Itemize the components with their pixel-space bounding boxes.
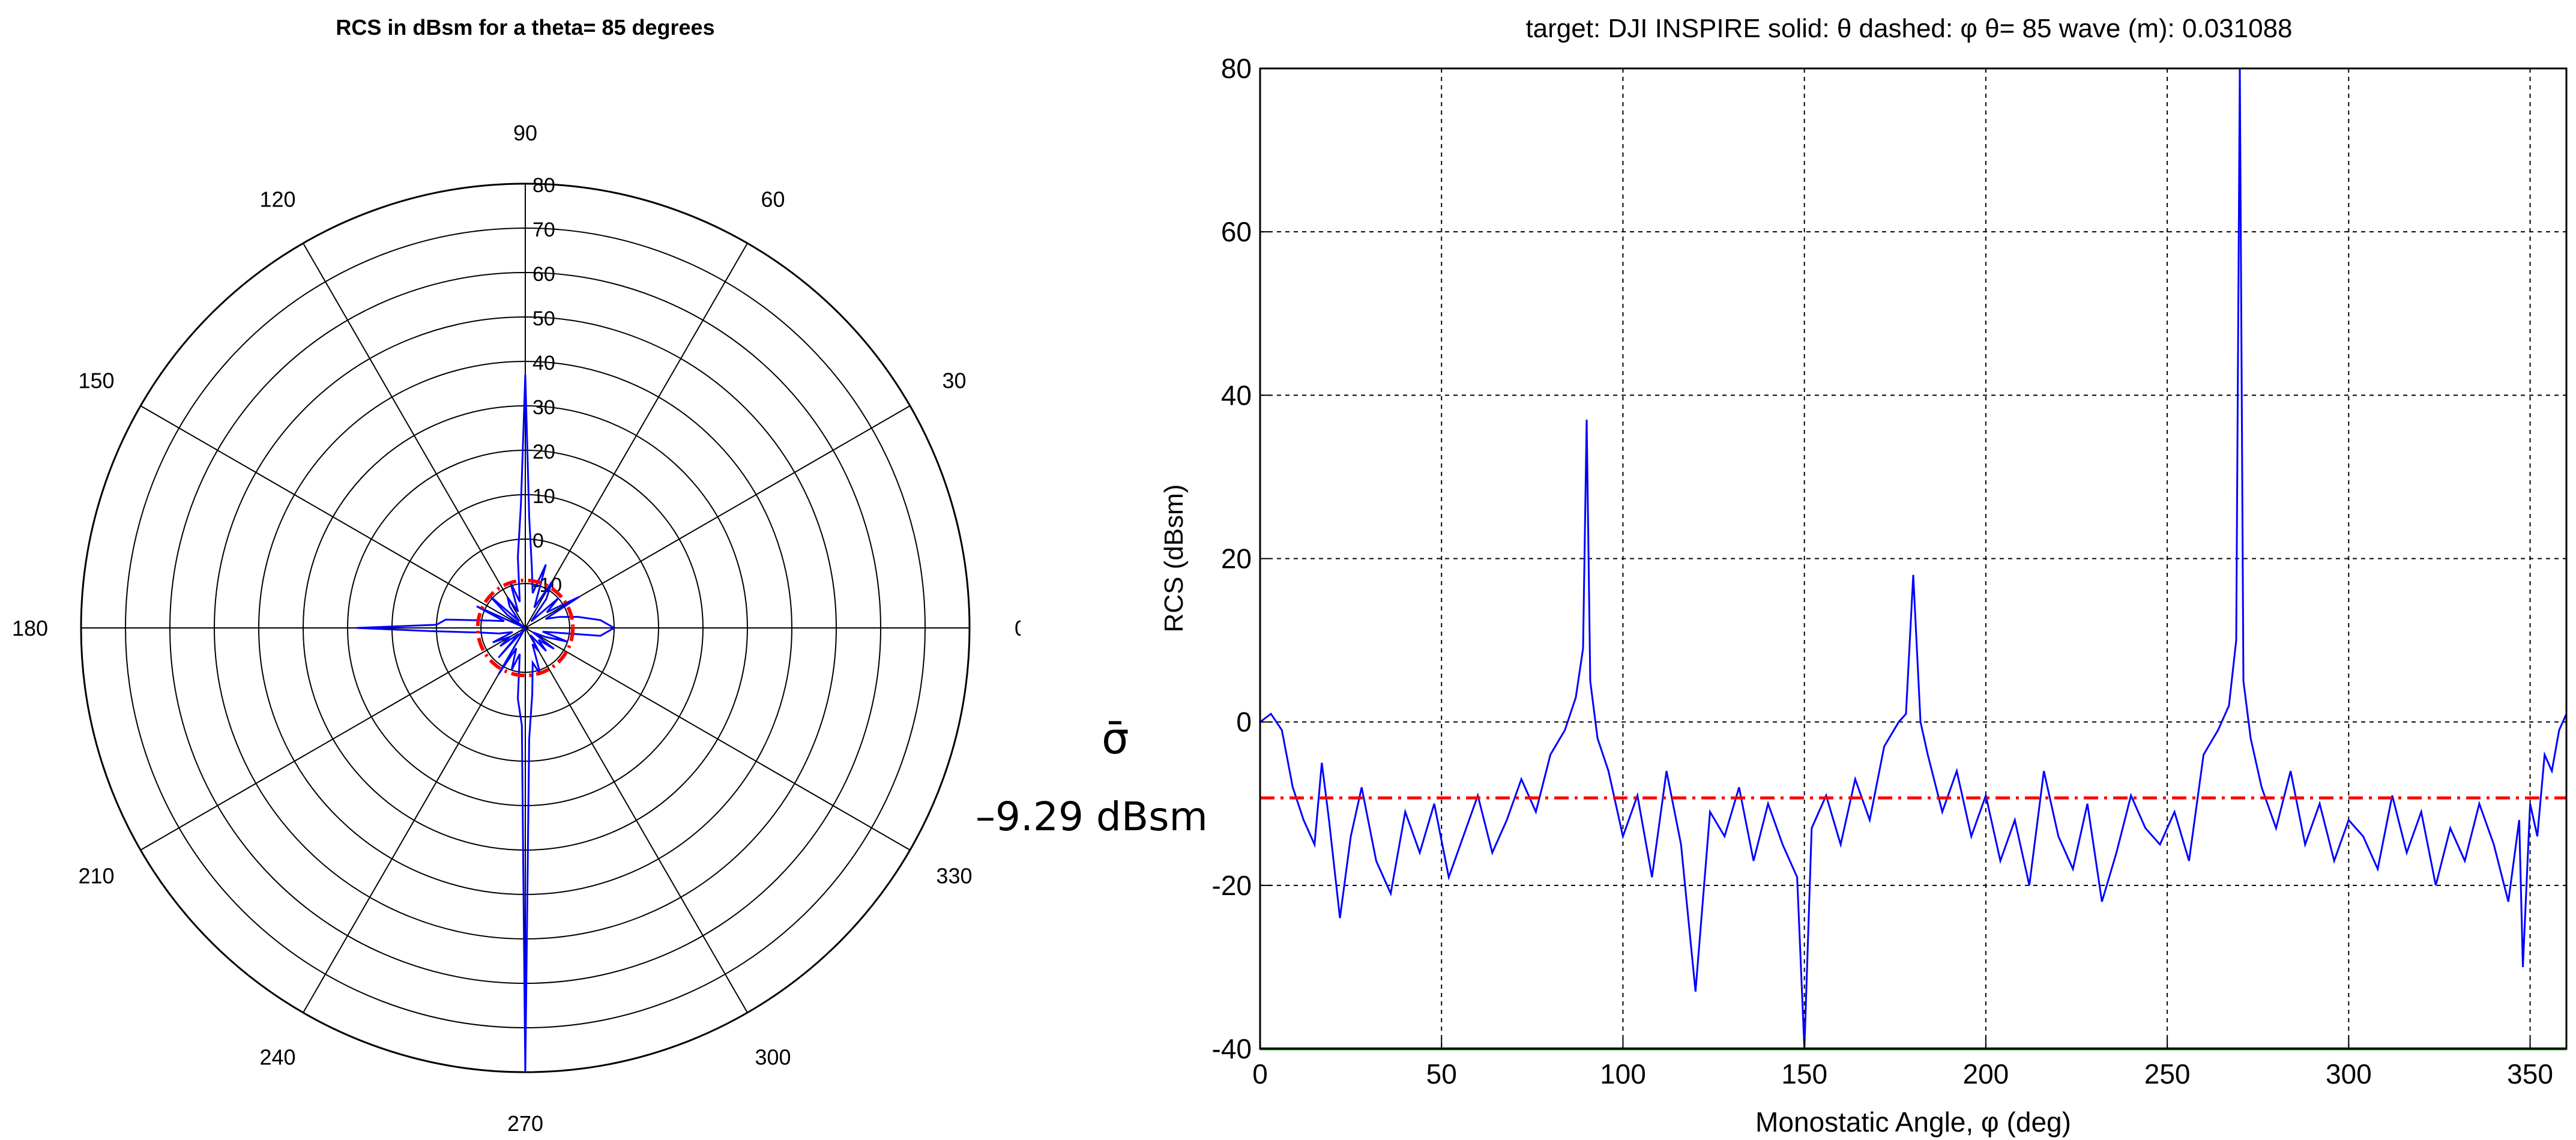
polar-angle-tick: 0 xyxy=(1015,616,1021,641)
y-tick-label: -40 xyxy=(1212,1033,1252,1064)
polar-angle-tick: 30 xyxy=(942,369,966,393)
x-tick-label: 300 xyxy=(2326,1058,2372,1090)
polar-angle-tick: 90 xyxy=(513,121,537,145)
y-tick-label: 60 xyxy=(1221,216,1252,247)
polar-angle-tick: 270 xyxy=(507,1111,543,1136)
polar-angle-tick: 180 xyxy=(12,616,48,641)
polar-angle-tick: 330 xyxy=(936,864,972,888)
polar-angle-tick: 150 xyxy=(78,369,114,393)
polar-radial-tick: 30 xyxy=(532,396,555,419)
polar-angle-tick: 120 xyxy=(259,187,295,212)
y-tick-label: -20 xyxy=(1212,870,1252,901)
polar-angle-tick: 60 xyxy=(761,187,785,212)
y-tick-label: 40 xyxy=(1221,379,1252,411)
polar-radial-tick: 10 xyxy=(532,485,555,508)
polar-angle-labels: 0306090120150180210240270300330 xyxy=(12,121,1021,1136)
polar-mean-rcs-circle xyxy=(475,578,575,678)
polar-radial-tick: 50 xyxy=(532,307,555,330)
x-tick-label: 100 xyxy=(1600,1058,1646,1090)
polar-rcs-trace xyxy=(356,375,615,1073)
x-tick-label: 50 xyxy=(1426,1058,1457,1090)
polar-radial-tick: 20 xyxy=(532,441,555,463)
polar-radial-tick: 80 xyxy=(532,174,555,197)
rcs-trace xyxy=(1259,68,2568,1049)
polar-angle-tick: 300 xyxy=(755,1045,791,1069)
y-tick-label: 80 xyxy=(1221,53,1252,84)
y-tick-label: 20 xyxy=(1221,543,1252,575)
line-tick-labels: 0 50 100 150 200 250 300 350 -40 -20 0 20 40 60 80 xyxy=(1212,53,2553,1090)
x-tick-label: 150 xyxy=(1781,1058,1827,1090)
polar-radial-tick: 70 xyxy=(532,219,555,241)
polar-rcs-chart: RCS in dBsm for a theta= 85 degrees 0 30 6… xyxy=(12,15,1021,1136)
polar-angle-tick: 240 xyxy=(259,1045,295,1069)
x-tick-label: 250 xyxy=(2144,1058,2191,1090)
y-tick-label: 0 xyxy=(1236,707,1252,738)
mean-rcs-value-label: –9.29 dBsm xyxy=(976,794,1208,840)
x-tick-label: 0 xyxy=(1252,1058,1268,1090)
mean-rcs-symbol: σ̄ xyxy=(1102,713,1129,764)
polar-series-group xyxy=(356,375,615,1073)
polar-angle-tick: 210 xyxy=(78,864,114,888)
polar-chart-title: RCS in dBsm for a theta= 85 degrees xyxy=(336,15,714,40)
line-y-axis-label: RCS (dBsm) xyxy=(1159,484,1189,633)
x-tick-label: 350 xyxy=(2507,1058,2553,1090)
line-rcs-chart: target: DJI INSPIRE solid: θ dashed: φ θ… xyxy=(1159,14,2568,1138)
line-grid xyxy=(1260,68,2566,1049)
line-x-axis-label: Monostatic Angle, φ (deg) xyxy=(1755,1106,2071,1138)
polar-radial-tick: 40 xyxy=(532,352,555,375)
polar-radial-tick: 0 xyxy=(532,529,544,552)
line-chart-title: target: DJI INSPIRE solid: θ dashed: φ θ… xyxy=(1525,14,2292,43)
polar-radial-tick: 60 xyxy=(532,263,555,286)
x-tick-label: 200 xyxy=(1963,1058,2009,1090)
